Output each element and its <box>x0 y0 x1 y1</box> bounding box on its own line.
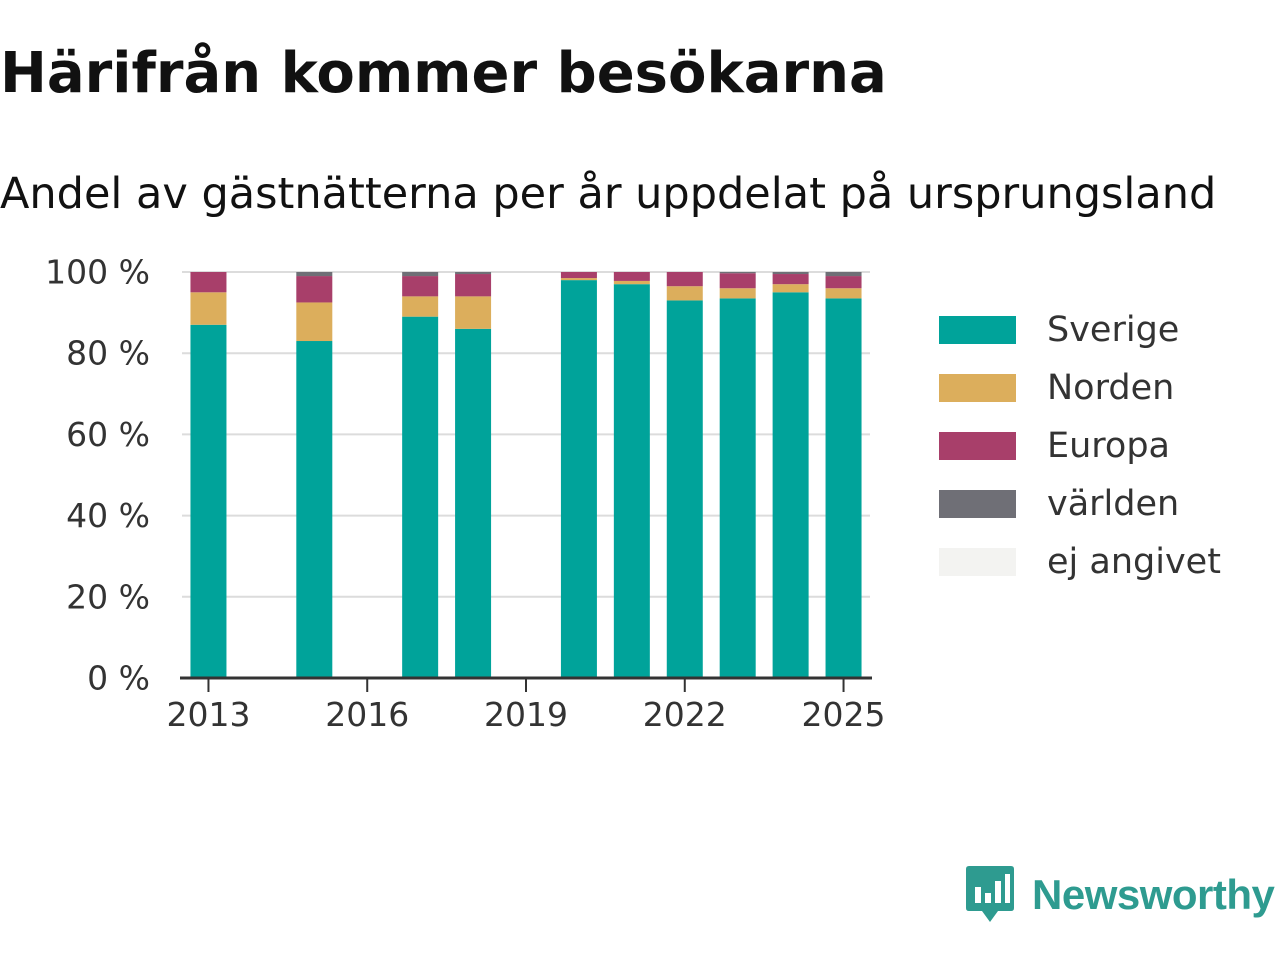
bar-segment <box>772 274 809 285</box>
y-tick-label: 0 % <box>87 659 150 698</box>
legend-label: Norden <box>1047 368 1174 408</box>
legend-swatch <box>939 432 1016 460</box>
y-tick-label: 20 % <box>66 577 150 616</box>
bar-segment <box>296 341 333 678</box>
x-tick-label: 2013 <box>166 695 250 734</box>
x-tick-label: 2025 <box>802 695 886 734</box>
x-axis: 2013 2016 2019 2022 2025 <box>166 676 886 734</box>
legend-label: världen <box>1047 484 1179 524</box>
bar-segment <box>613 272 650 281</box>
bar-segment <box>190 292 227 325</box>
bar-segment <box>190 272 227 293</box>
chart-subtitle: Andel av gästnätterna per år uppdelat på… <box>0 169 1217 219</box>
bar-segment <box>402 276 439 297</box>
bar-segment <box>560 272 597 279</box>
bar-segment <box>613 284 650 678</box>
legend-swatch <box>939 374 1016 402</box>
bar-segment <box>825 276 862 289</box>
gridlines <box>182 271 870 598</box>
newsworthy-logo: Newsworthy <box>964 864 1275 926</box>
bar-segment <box>666 300 703 678</box>
x-tick-label: 2016 <box>325 695 409 734</box>
bar-segment <box>402 272 439 277</box>
bar-segment <box>719 272 756 274</box>
chart-title: Härifrån kommer besökarna <box>0 41 887 106</box>
bar-segment <box>825 298 862 678</box>
legend: Sverige Norden Europa världen ej angivet <box>939 310 1221 582</box>
bar-segment <box>190 324 227 678</box>
newsworthy-chat-bars-icon <box>966 866 1014 922</box>
bar-segment <box>666 286 703 301</box>
x-tick-label: 2019 <box>484 695 568 734</box>
bar-segment <box>825 288 862 299</box>
bar-segment <box>560 278 597 281</box>
bar-segment <box>455 296 492 329</box>
bar-segment <box>455 328 492 678</box>
y-tick-label: 100 % <box>45 253 150 292</box>
y-tick-label: 60 % <box>66 415 150 454</box>
bar-segment <box>825 272 862 277</box>
bar-segment <box>402 296 439 317</box>
newsworthy-logo-text: Newsworthy <box>1032 871 1275 918</box>
bar-segment <box>613 280 650 285</box>
legend-label: Sverige <box>1047 310 1179 350</box>
x-tick-label: 2022 <box>643 695 727 734</box>
bar-segment <box>772 292 809 678</box>
legend-swatch <box>939 548 1016 576</box>
stacked-bar-chart: 0 % 20 % 40 % 60 % 80 % 100 % 2013 2016 2019 202… <box>45 253 1221 735</box>
bar-segment <box>772 284 809 293</box>
bar-segment <box>402 316 439 678</box>
bar-segment <box>666 272 703 287</box>
legend-swatch <box>939 490 1016 518</box>
bar-segment <box>560 280 597 678</box>
bar-segment <box>455 274 492 297</box>
bar-segment <box>455 272 492 275</box>
y-axis-tick-labels: 0 % 20 % 40 % 60 % 80 % 100 % <box>45 253 150 698</box>
y-tick-label: 80 % <box>66 334 150 373</box>
legend-swatch <box>939 316 1016 344</box>
bar-segment <box>719 288 756 299</box>
legend-label: Europa <box>1047 426 1170 466</box>
legend-label: ej angivet <box>1047 542 1221 582</box>
bar-segment <box>719 298 756 678</box>
bar-segment <box>296 272 333 277</box>
y-tick-label: 40 % <box>66 496 150 535</box>
bar-segment <box>296 302 333 342</box>
bar-segment <box>296 276 333 303</box>
bars <box>190 272 862 678</box>
bar-segment <box>772 272 809 275</box>
bar-segment <box>719 273 756 289</box>
